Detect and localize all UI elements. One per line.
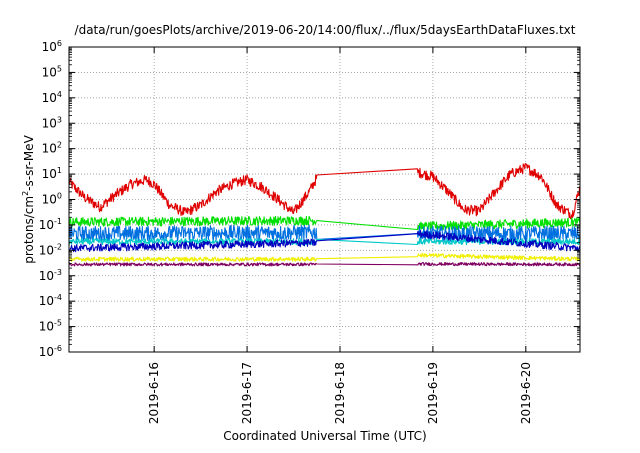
plot-frame <box>68 46 581 353</box>
y-axis-label: protons/cm2-s-sr-MeV <box>21 134 36 263</box>
y-tick-label: 100 <box>42 192 62 207</box>
y-axis-ticks: 10-6 10-5 10-4 10-3 10-2 10-1 100 101 102 103 104 1… <box>39 39 580 359</box>
y-tick-label: 10-2 <box>39 242 62 257</box>
x-tick-label: 2019-6-18 <box>333 362 347 424</box>
y-tick-label: 104 <box>42 90 62 105</box>
series-line-1 <box>68 215 581 232</box>
x-tick-label: 2019-6-17 <box>240 362 254 424</box>
y-tick-label: 101 <box>42 166 62 181</box>
grid-lines <box>69 47 580 352</box>
x-axis-label: Coordinated Universal Time (UTC) <box>223 429 426 443</box>
x-axis-ticks: 2019-6-16 2019-6-17 2019-6-18 2019-6-19 2019… <box>147 47 533 424</box>
series-line-4 <box>68 230 581 253</box>
series-line-6 <box>68 261 581 267</box>
y-tick-label: 10-1 <box>39 217 62 232</box>
x-tick-label: 2019-6-16 <box>147 362 161 424</box>
y-tick-label: 102 <box>42 141 62 156</box>
series-line-0 <box>68 163 581 220</box>
y-tick-label: 10-5 <box>39 319 62 334</box>
series-layer <box>68 163 581 267</box>
y-tick-label: 105 <box>42 64 62 79</box>
y-tick-label: 10-4 <box>39 293 62 308</box>
y-tick-label: 10-3 <box>39 268 62 283</box>
y-tick-label: 10-6 <box>39 344 62 359</box>
x-tick-label: 2019-6-20 <box>519 362 533 424</box>
y-tick-label: 106 <box>42 39 62 54</box>
series-line-5 <box>68 252 581 262</box>
y-tick-label: 103 <box>42 115 62 130</box>
x-tick-label: 2019-6-19 <box>426 362 440 424</box>
chart-title: /data/run/goesPlots/archive/2019-06-20/1… <box>75 23 576 37</box>
